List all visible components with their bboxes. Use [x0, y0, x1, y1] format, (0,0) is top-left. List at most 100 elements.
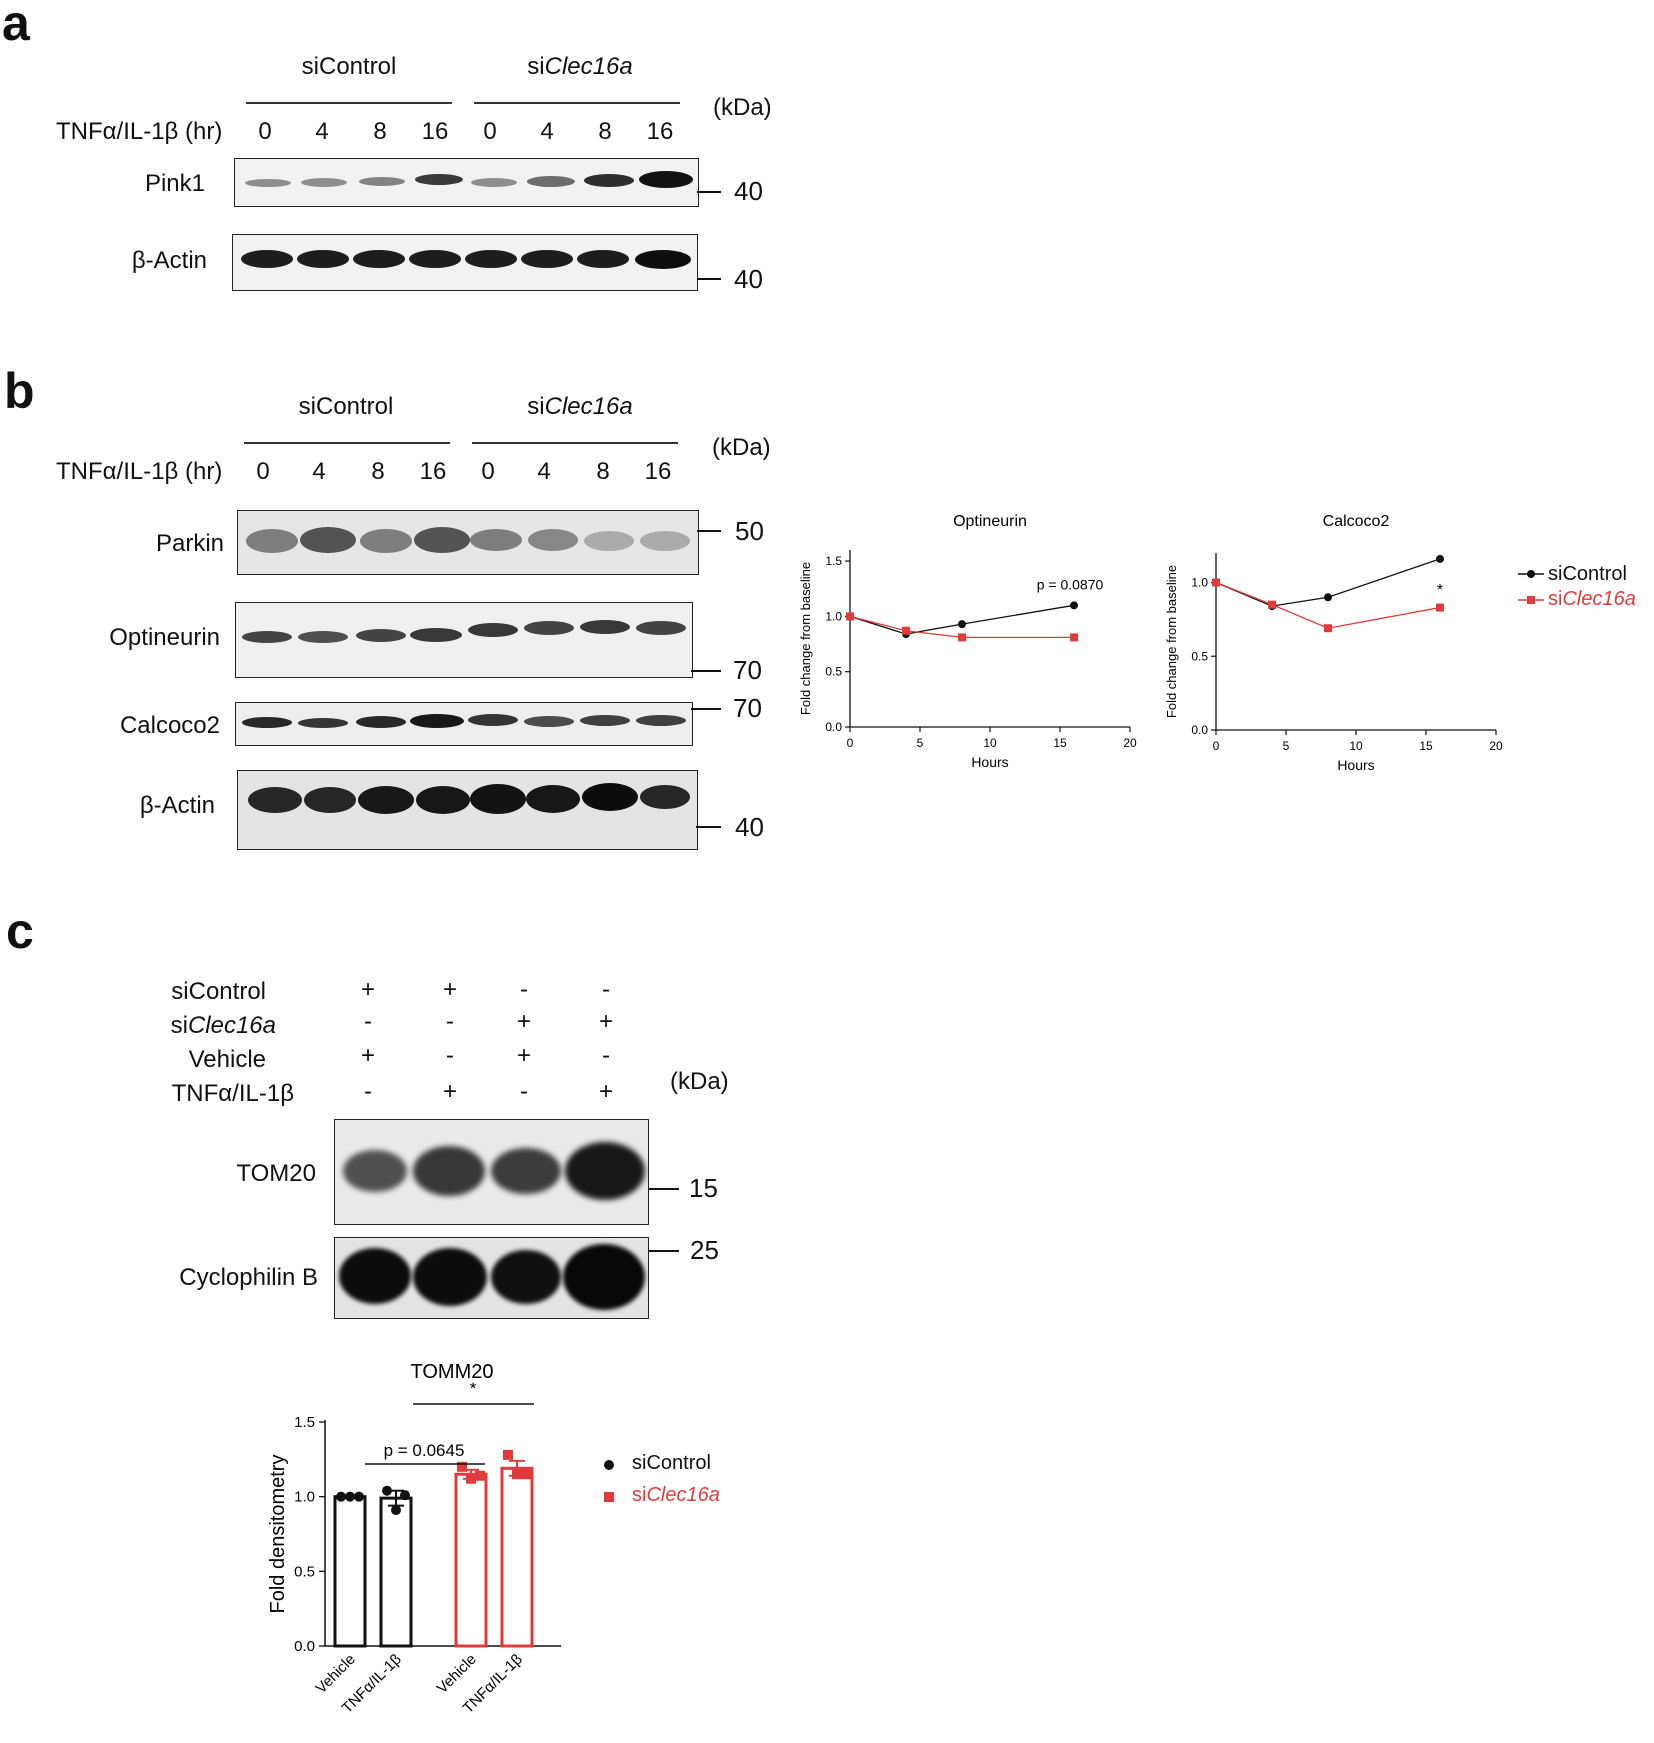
condition-label: siControl — [171, 978, 266, 1005]
marker-tick — [649, 1188, 679, 1190]
significance-annotation: * — [470, 1379, 477, 1398]
legend-marker-sicontrol — [604, 1460, 614, 1470]
data-point-sicontrol — [1324, 593, 1332, 602]
group-bracket-line — [244, 442, 450, 444]
data-point-siclec16a — [521, 1469, 531, 1480]
legend-marker-siclec16a — [1518, 596, 1544, 604]
data-point-siclec16a — [958, 633, 966, 642]
x-tick-label: 20 — [1489, 739, 1503, 753]
series-line-sicontrol — [849, 604, 1075, 635]
lane-label: 8 — [598, 118, 612, 145]
condition-sign: - — [520, 1078, 528, 1105]
series-line-siclec16a — [1215, 581, 1441, 629]
condition-sign: - — [602, 976, 610, 1003]
x-tick-label: 10 — [983, 736, 997, 750]
blot-label-actin: β-Actin — [131, 247, 207, 274]
blot-cyclophilin-b — [334, 1237, 649, 1319]
y-tick-label: 0.0 — [825, 720, 842, 734]
blot-pink1 — [234, 158, 699, 207]
x-tick-label: 5 — [1283, 739, 1290, 753]
data-point-siclec16a — [1324, 624, 1332, 633]
lane-label: 4 — [540, 118, 554, 145]
data-point-sicontrol — [1070, 601, 1078, 610]
marker-tick — [697, 191, 721, 193]
significance-annotation: p = 0.0645 — [384, 1441, 465, 1460]
marker-label: 70 — [733, 693, 762, 723]
condition-label: Vehicle — [188, 1046, 266, 1073]
data-point-sicontrol — [336, 1491, 346, 1502]
group-bracket-line — [472, 442, 678, 444]
legend-marker-siclec16a — [604, 1492, 614, 1502]
panel-letter-c: c — [6, 903, 34, 959]
condition-sign: + — [516, 1008, 532, 1035]
data-point-sicontrol — [382, 1485, 392, 1496]
y-tick-label: 0.5 — [1191, 649, 1208, 663]
y-tick-label: 1.5 — [294, 1414, 315, 1431]
marker-label: 40 — [734, 176, 763, 206]
chart-title: Calcoco2 — [1323, 513, 1390, 530]
panel-letter-a: a — [2, 0, 30, 51]
lane-label: 0 — [256, 458, 270, 485]
blot-parkin — [237, 510, 699, 575]
marker-label: 40 — [735, 812, 764, 842]
x-tick-label: 10 — [1349, 739, 1363, 753]
bar-sicontrol — [333, 1495, 367, 1648]
condition-sign: - — [364, 1078, 372, 1105]
legend-label-sicontrol: siControl — [1548, 563, 1627, 585]
bar-sicontrol — [379, 1496, 413, 1648]
condition-sign: + — [516, 1042, 532, 1069]
data-point-siclec16a — [902, 626, 910, 635]
optineurin-line-chart: Optineurin 0.0 0.5 1.0 1.5 0 5 10 15 20 Hours Fold … — [798, 513, 1137, 770]
y-tick-label: 1.5 — [825, 554, 842, 568]
blot-label-pink1: Pink1 — [144, 170, 205, 197]
x-tick-label: 15 — [1419, 739, 1433, 753]
data-point-sicontrol — [391, 1505, 401, 1516]
x-tick-label: 15 — [1053, 736, 1067, 750]
condition-sign: - — [520, 976, 528, 1003]
x-tick-label: 0 — [847, 736, 854, 750]
treatment-label: TNFα/IL-1β (hr) — [56, 118, 223, 145]
data-point-siclec16a — [503, 1449, 513, 1460]
legend-label-sicontrol: siControl — [632, 1452, 711, 1474]
lane-label: 16 — [421, 118, 449, 145]
blot-label-actin: β-Actin — [139, 792, 215, 819]
marker-label: 40 — [734, 264, 763, 294]
data-point-siclec16a — [1212, 578, 1220, 587]
x-tick-label: Vehicle — [313, 1651, 359, 1697]
marker-tick — [691, 670, 721, 672]
x-tick-label: 20 — [1123, 736, 1137, 750]
kda-label: (kDa) — [670, 1068, 729, 1095]
y-tick-label: 1.0 — [825, 609, 842, 623]
blot-label-cyclophilin-b: Cyclophilin B — [179, 1264, 318, 1291]
lane-label: 16 — [419, 458, 447, 485]
blot-actin — [237, 770, 698, 850]
blot-calcoco2 — [235, 702, 693, 746]
lane-label: 4 — [315, 118, 329, 145]
x-tick-label: 5 — [917, 736, 924, 750]
blot-label-optineurin: Optineurin — [109, 624, 220, 651]
marker-label: 70 — [733, 655, 762, 685]
condition-sign: + — [442, 1078, 458, 1105]
lane-label: 4 — [312, 458, 326, 485]
data-point-sicontrol — [400, 1490, 410, 1501]
x-axis-label: Hours — [971, 754, 1008, 770]
condition-sign: - — [602, 1042, 610, 1069]
y-tick-label: 1.0 — [294, 1489, 315, 1506]
condition-sign: - — [364, 1008, 372, 1035]
blot-actin — [232, 234, 698, 291]
legend-label-siclec16a: siClec16a — [1548, 588, 1636, 610]
blot-optineurin — [235, 602, 693, 678]
marker-label: 15 — [689, 1173, 718, 1203]
data-point-siclec16a — [1070, 633, 1078, 642]
marker-tick — [649, 1250, 679, 1252]
condition-sign: + — [598, 1008, 614, 1035]
lane-label: 8 — [373, 118, 387, 145]
marker-tick — [691, 708, 721, 710]
x-tick-label: Vehicle — [434, 1651, 480, 1697]
kda-label: (kDa) — [713, 94, 772, 121]
marker-tick — [696, 826, 721, 828]
series-line-siclec16a — [849, 615, 1074, 639]
chart-title: Optineurin — [953, 513, 1027, 530]
condition-sign: + — [598, 1078, 614, 1105]
lane-label: 8 — [596, 458, 610, 485]
